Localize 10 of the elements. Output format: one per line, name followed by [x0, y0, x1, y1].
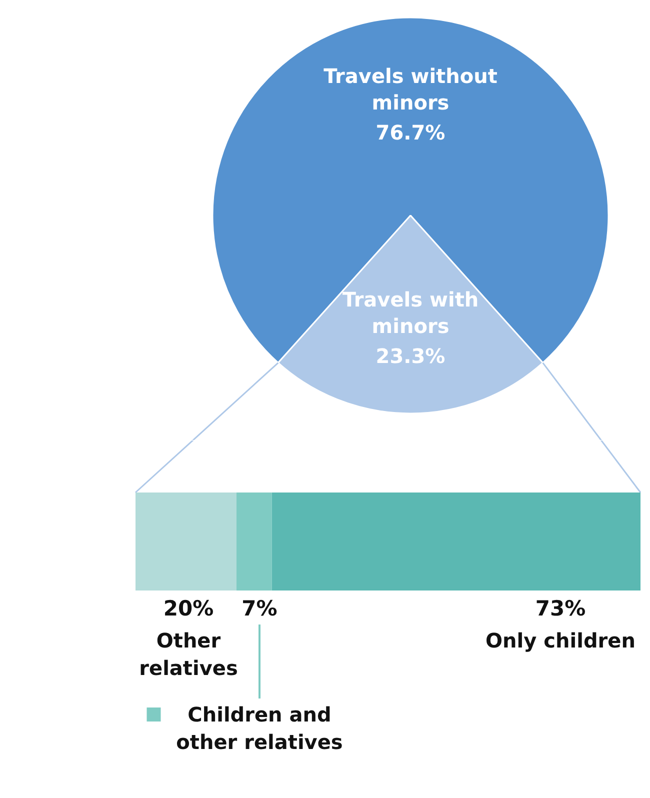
series-label: Other relatives — [139, 628, 238, 680]
slice-label: Travels with minors — [342, 288, 479, 338]
slice-label: Travels without minors — [324, 64, 498, 114]
series-label: Only children — [486, 628, 636, 652]
legend-label: Children and other relatives — [176, 702, 343, 754]
data-label: 73% — [535, 596, 586, 620]
data-label: 20% — [163, 596, 214, 620]
data-label: 23.3% — [376, 344, 446, 368]
data-label: 76.7% — [376, 120, 446, 144]
data-label: 7% — [242, 596, 278, 620]
